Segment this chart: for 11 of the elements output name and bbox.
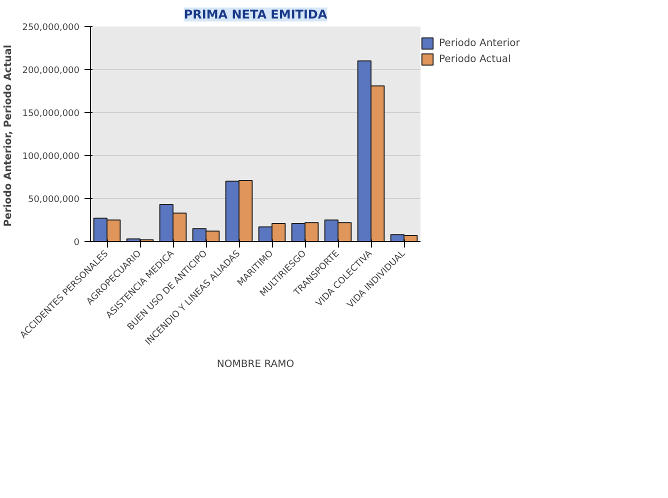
y-tick-label: 200,000,000 [22, 66, 80, 76]
y-tick-label: 250,000,000 [22, 23, 80, 33]
y-tick-label: 0 [74, 238, 80, 248]
y-tick-label: 50,000,000 [28, 195, 80, 205]
x-axis-title: NOMBRE RAMO [216, 359, 294, 370]
y-tick-label: 100,000,000 [22, 152, 80, 162]
y-axis-title: Periodo Anterior, Periodo Actual [3, 44, 14, 227]
y-tick-label: 150,000,000 [22, 109, 80, 119]
chart-title: PRIMA NETA EMITIDA [184, 8, 328, 22]
legend-label: Periodo Anterior [439, 38, 520, 48]
legend-label: Periodo Actual [439, 54, 511, 64]
